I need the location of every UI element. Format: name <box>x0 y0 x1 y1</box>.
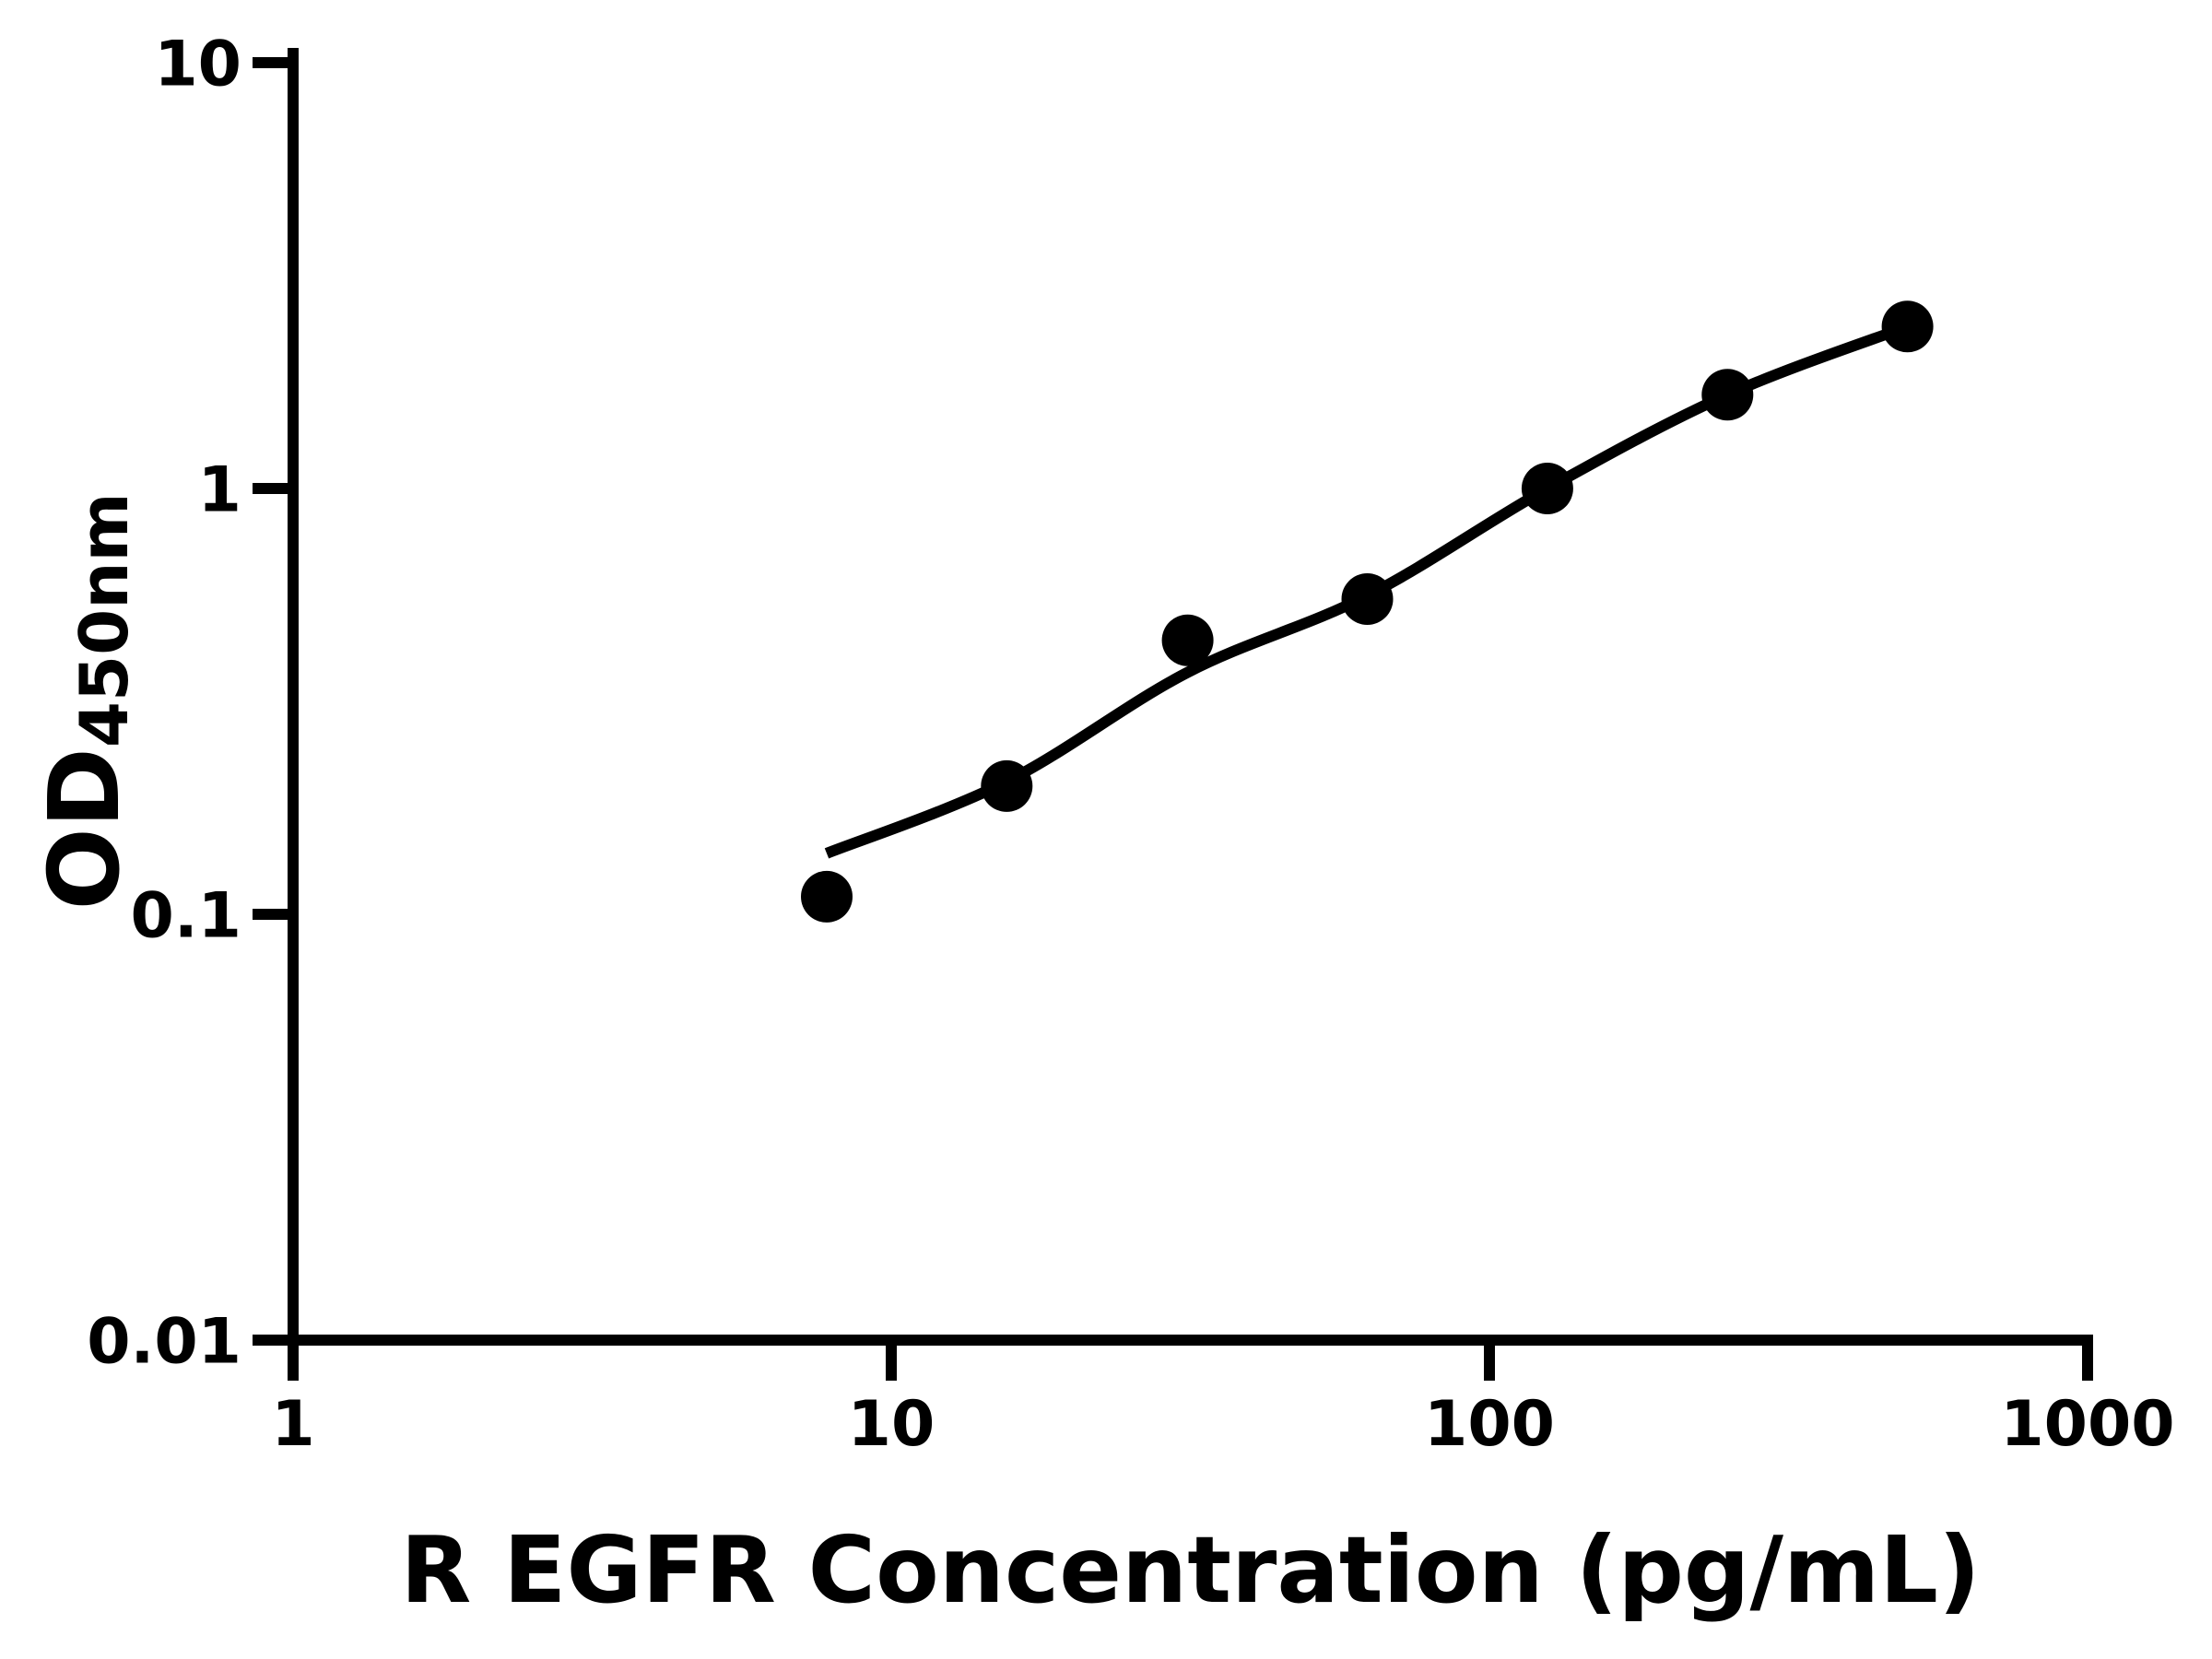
data-point-3 <box>1161 614 1214 666</box>
data-point-1 <box>801 870 853 923</box>
x-tick-label: 10 <box>848 1388 935 1461</box>
y-axis-title: OD450nm <box>29 493 143 911</box>
x-axis-title: R EGFR Concentration (pg/mL) <box>400 1516 1980 1624</box>
y-axis-title-main: OD <box>29 747 141 910</box>
data-point-5 <box>1521 463 1573 514</box>
x-tick-label: 1 <box>271 1388 314 1461</box>
data-point-4 <box>1341 573 1394 625</box>
y-tick-label: 10 <box>154 28 241 100</box>
x-tick-label: 100 <box>1424 1388 1555 1461</box>
data-point-6 <box>1701 369 1754 421</box>
y-axis-title-subscript: 450nm <box>65 493 143 748</box>
data-point-7 <box>1881 300 1934 353</box>
x-tick-label: 1000 <box>2000 1388 2174 1461</box>
y-tick-label: 0.1 <box>131 879 241 952</box>
y-tick-label: 0.01 <box>87 1305 241 1378</box>
y-tick-label: 1 <box>198 453 241 526</box>
data-point-2 <box>981 759 1033 812</box>
